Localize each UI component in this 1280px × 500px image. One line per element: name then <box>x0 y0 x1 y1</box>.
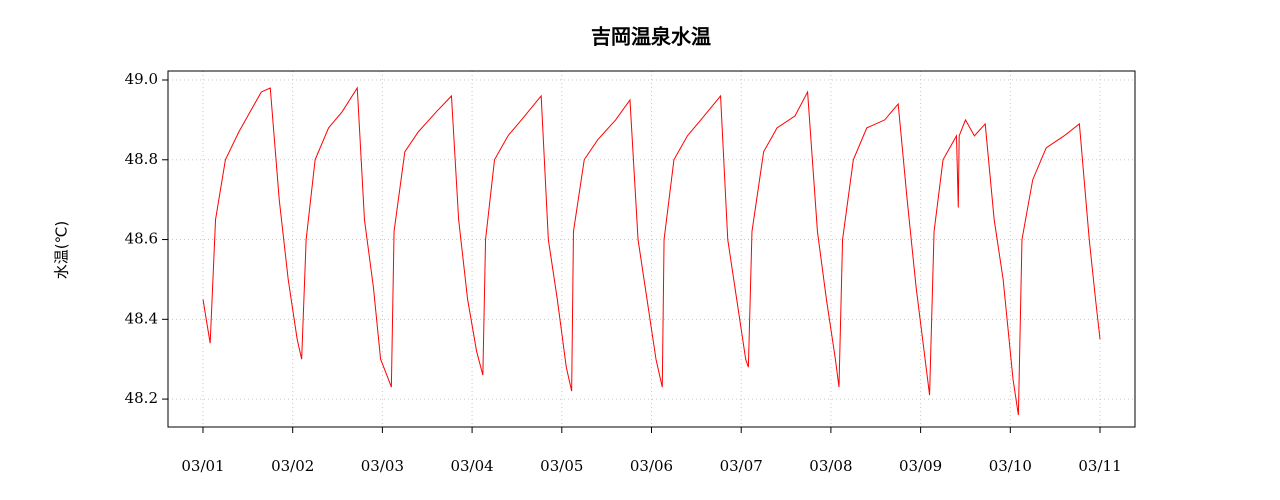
y-tick-label: 48.4 <box>125 309 158 327</box>
x-tick-label: 03/08 <box>809 457 852 475</box>
plot-frame <box>167 70 1136 428</box>
x-tick-label: 03/03 <box>361 457 404 475</box>
x-tick-label: 03/04 <box>450 457 493 475</box>
y-axis-label: 水温(℃) <box>53 221 71 280</box>
y-tick-label: 48.6 <box>125 230 158 248</box>
data-line <box>202 86 1101 416</box>
x-tick-label: 03/05 <box>540 457 583 475</box>
x-tick-label: 03/09 <box>899 457 942 475</box>
y-tick-label: 48.2 <box>125 389 158 407</box>
x-tick-label: 03/01 <box>181 457 224 475</box>
x-tick-label: 03/02 <box>271 457 314 475</box>
x-tick-label: 03/10 <box>989 457 1032 475</box>
x-tick-label: 03/11 <box>1078 457 1121 475</box>
x-tick-label: 03/07 <box>720 457 763 475</box>
chart-title: 吉岡温泉水温 <box>591 25 711 49</box>
y-tick-label: 48.8 <box>125 150 158 168</box>
x-tick-label: 03/06 <box>630 457 673 475</box>
y-tick-label: 49.0 <box>125 70 158 88</box>
